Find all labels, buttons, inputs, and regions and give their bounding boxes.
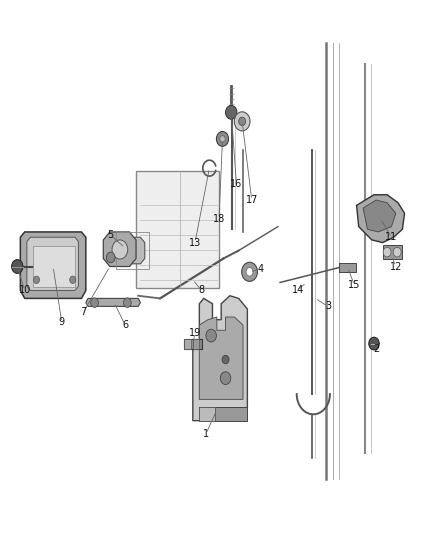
- Circle shape: [33, 276, 39, 284]
- Text: 4: 4: [258, 264, 264, 274]
- Bar: [339, 263, 356, 272]
- Circle shape: [112, 240, 128, 259]
- Text: 5: 5: [107, 230, 113, 240]
- Text: 11: 11: [385, 232, 398, 243]
- Circle shape: [220, 136, 225, 142]
- Bar: [199, 407, 215, 421]
- Circle shape: [206, 329, 216, 342]
- Text: 16: 16: [230, 179, 243, 189]
- Polygon shape: [27, 237, 78, 290]
- Circle shape: [106, 252, 115, 263]
- Circle shape: [124, 298, 131, 308]
- Circle shape: [226, 106, 237, 119]
- Text: 18: 18: [213, 214, 225, 224]
- Text: 14: 14: [291, 286, 304, 295]
- Circle shape: [12, 260, 23, 273]
- Circle shape: [234, 112, 250, 131]
- Bar: [33, 246, 75, 287]
- Circle shape: [216, 132, 229, 147]
- Circle shape: [91, 298, 99, 308]
- Text: 7: 7: [81, 306, 87, 317]
- Text: 9: 9: [59, 317, 65, 327]
- Text: 6: 6: [122, 320, 128, 330]
- Polygon shape: [103, 232, 136, 266]
- Circle shape: [70, 276, 76, 284]
- Polygon shape: [363, 200, 396, 232]
- Circle shape: [383, 247, 391, 257]
- Text: 3: 3: [325, 301, 331, 311]
- Bar: [184, 340, 191, 349]
- Circle shape: [242, 262, 258, 281]
- Circle shape: [220, 372, 231, 384]
- Text: 15: 15: [348, 280, 360, 290]
- Text: 2: 2: [373, 344, 379, 354]
- Circle shape: [222, 356, 229, 364]
- Text: 1: 1: [203, 429, 209, 439]
- Bar: [193, 340, 199, 349]
- Polygon shape: [199, 407, 247, 421]
- Bar: [184, 340, 201, 349]
- Polygon shape: [86, 298, 141, 306]
- Polygon shape: [20, 232, 86, 298]
- Text: 19: 19: [189, 328, 201, 338]
- Circle shape: [246, 268, 253, 276]
- Text: 17: 17: [246, 195, 258, 205]
- Bar: [383, 245, 403, 259]
- Polygon shape: [193, 296, 247, 421]
- Text: 13: 13: [189, 238, 201, 247]
- Circle shape: [393, 247, 401, 257]
- Text: 12: 12: [390, 262, 402, 271]
- Text: 10: 10: [18, 286, 31, 295]
- Polygon shape: [357, 195, 405, 243]
- Text: 8: 8: [198, 286, 205, 295]
- Circle shape: [369, 337, 379, 350]
- Circle shape: [239, 117, 246, 126]
- Polygon shape: [121, 237, 145, 264]
- Bar: [117, 232, 149, 269]
- Polygon shape: [199, 317, 243, 399]
- Bar: [136, 171, 219, 288]
